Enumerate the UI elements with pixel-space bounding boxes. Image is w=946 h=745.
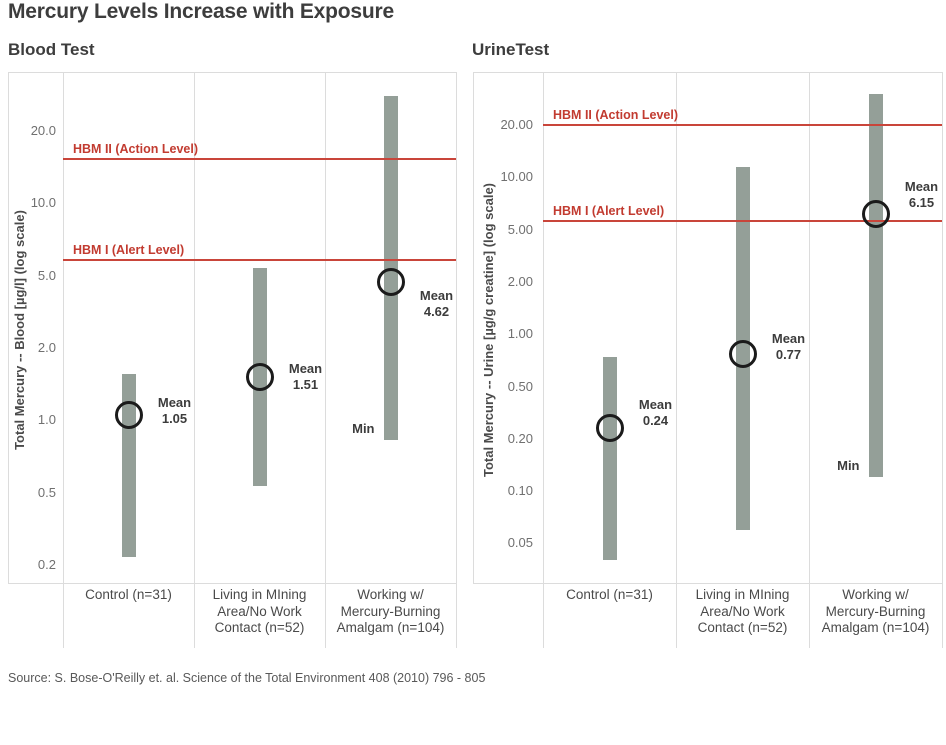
range-bar — [602, 356, 617, 561]
mean-label: Mean 0.24 — [638, 397, 673, 429]
panel-frame-bottom — [473, 583, 942, 584]
mean-marker — [595, 414, 624, 443]
source-citation: Source: S. Bose-O'Reilly et. al. Science… — [8, 671, 486, 685]
panel-frame-top — [473, 72, 942, 73]
y-tick-label: 2.0 — [37, 339, 56, 355]
grid-line — [325, 72, 326, 648]
mean-marker — [376, 267, 405, 296]
y-axis-label-blood: Total Mercury -- Blood [µg/l] (log scale… — [12, 210, 27, 450]
mean-marker — [114, 401, 143, 430]
range-bar — [383, 95, 398, 440]
grid-line — [809, 72, 810, 648]
mean-label: Mean 0.77 — [771, 330, 806, 362]
grid-line — [194, 72, 195, 648]
x-category-label: Control (n=31) — [85, 587, 172, 602]
mean-label: Mean 1.51 — [288, 361, 323, 393]
y-tick-label: 10.00 — [500, 169, 533, 185]
grid-line — [543, 72, 544, 648]
mean-marker — [245, 363, 274, 392]
panel-frame-left — [8, 72, 9, 583]
x-category-label: Living in MIning Area/No Work Contact (n… — [695, 587, 790, 635]
hbm-line — [63, 259, 456, 262]
y-tick-label: 0.50 — [507, 378, 533, 394]
y-tick-label: 0.20 — [507, 430, 533, 446]
hbm-line-label: HBM I (Alert Level) — [73, 243, 185, 258]
panel-title-urine: UrineTest — [472, 40, 550, 59]
panel-frame-bottom — [8, 583, 456, 584]
hbm-line-label: HBM II (Action Level) — [73, 141, 199, 156]
min-label: Min — [837, 458, 860, 474]
panel-title-blood: Blood Test — [8, 40, 95, 59]
hbm-line — [543, 220, 942, 223]
y-tick-label: 20.0 — [30, 123, 56, 138]
mean-label: Mean 4.62 — [419, 287, 454, 319]
mean-marker — [861, 199, 890, 228]
panel-frame-left — [473, 72, 474, 583]
x-category-label: Living in MIning Area/No Work Contact (n… — [212, 587, 307, 635]
grid-line — [63, 72, 64, 648]
y-tick-label: 10.0 — [30, 195, 56, 211]
mean-marker — [728, 339, 757, 368]
hbm-line-label: HBM I (Alert Level) — [553, 204, 665, 219]
grid-line — [456, 72, 457, 648]
y-tick-label: 0.2 — [37, 556, 56, 572]
grid-line — [942, 72, 943, 648]
y-tick-label: 2.00 — [507, 273, 533, 289]
hbm-line-label: HBM II (Action Level) — [553, 108, 679, 122]
y-tick-label: 1.00 — [507, 326, 533, 342]
mean-label: Mean 6.15 — [904, 178, 939, 210]
grid-line — [676, 72, 677, 648]
y-tick-label: 20.00 — [500, 117, 533, 132]
panel-frame-top — [8, 72, 456, 73]
y-tick-label: 0.05 — [507, 535, 533, 551]
x-category-label: Control (n=31) — [566, 587, 653, 602]
hbm-line — [63, 157, 456, 160]
x-category-label: Working w/ Mercury-Burning Amalgam (n=10… — [336, 587, 445, 635]
y-tick-label: 5.00 — [507, 221, 533, 237]
y-tick-label: 5.0 — [37, 267, 56, 283]
mean-label: Mean 1.05 — [157, 395, 192, 427]
y-tick-label: 0.5 — [37, 484, 56, 500]
min-label: Min — [352, 420, 375, 436]
hbm-line — [543, 124, 942, 126]
y-tick-label: 0.10 — [507, 483, 533, 499]
y-tick-label: 1.0 — [37, 412, 56, 428]
x-category-label: Working w/ Mercury-Burning Amalgam (n=10… — [821, 587, 930, 635]
range-bar — [868, 94, 883, 478]
chart-title: Mercury Levels Increase with Exposure — [8, 0, 394, 23]
